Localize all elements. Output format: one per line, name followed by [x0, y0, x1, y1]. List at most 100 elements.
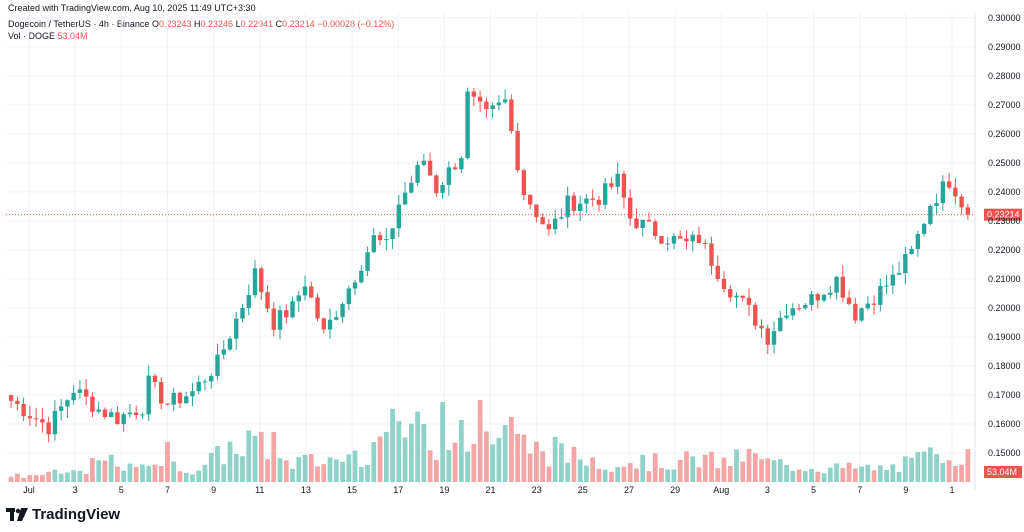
- open-value: 0.23243: [158, 19, 192, 29]
- candle: [327, 308, 333, 339]
- candle-body: [815, 294, 820, 301]
- volume-bar: [252, 435, 258, 482]
- volume-bar: [371, 442, 377, 482]
- volume-bar: [296, 457, 302, 482]
- candle-body: [803, 304, 808, 309]
- candle-body: [52, 410, 58, 435]
- candle: [159, 377, 164, 410]
- candle-body: [690, 234, 695, 242]
- candle-body: [621, 173, 627, 198]
- candle-body: [202, 381, 208, 383]
- candle-body: [496, 102, 502, 106]
- candle: [890, 264, 896, 294]
- volume-bar: [15, 473, 20, 482]
- candle: [552, 209, 558, 235]
- candle-body: [140, 414, 145, 416]
- candle-body: [334, 317, 339, 320]
- candle: [596, 195, 602, 213]
- candle-body: [709, 243, 714, 266]
- candle-body: [759, 325, 764, 329]
- volume-bar: [315, 466, 320, 482]
- volume-value: 53.04M: [57, 31, 88, 41]
- x-tick-label: 3: [765, 485, 770, 495]
- candle: [365, 246, 370, 277]
- candle: [15, 396, 20, 411]
- volume-bar: [915, 452, 921, 482]
- candle-body: [415, 164, 420, 183]
- candle: [302, 275, 308, 301]
- tradingview-brand[interactable]: TradingView: [6, 506, 120, 523]
- volume-bar: [584, 465, 589, 482]
- candle: [790, 303, 795, 320]
- volume-bar: [227, 441, 233, 482]
- x-tick-label: Jul: [23, 485, 35, 495]
- volume-bar: [696, 467, 702, 482]
- candle-body: [509, 99, 514, 131]
- candle: [377, 231, 383, 246]
- change-value: −0.00028 (−0.12%): [317, 19, 395, 29]
- volume-bar: [358, 466, 364, 482]
- candle: [609, 177, 614, 190]
- candle: [402, 182, 408, 205]
- volume-bar: [840, 468, 846, 482]
- candle-body: [315, 297, 320, 319]
- time-axis: Jul 3 5 7 9 11 13 15 17 19 21 23 25 27 29 Aug 3 5 7 9 1: [23, 485, 954, 495]
- candle: [52, 400, 58, 441]
- candle-body: [65, 400, 70, 407]
- candle: [896, 261, 902, 275]
- volume-bar: [396, 421, 402, 482]
- candle-body: [784, 315, 789, 318]
- candle-body: [477, 96, 483, 102]
- candle-body: [740, 295, 745, 298]
- volume-bar: [896, 472, 902, 482]
- y-tick-label: 0.16000: [988, 419, 1021, 429]
- candle-body: [108, 412, 114, 417]
- candle: [884, 275, 889, 295]
- candle-body: [765, 328, 770, 345]
- x-tick-label: 19: [439, 485, 449, 495]
- candle-body: [440, 184, 445, 194]
- grid-lines: [6, 12, 975, 482]
- volume-bar: [509, 417, 514, 482]
- volume-bar: [559, 443, 564, 482]
- candle: [665, 237, 670, 251]
- candle-body: [940, 181, 946, 204]
- candle-body: [871, 303, 877, 305]
- volume-bar: [646, 471, 652, 482]
- candle: [909, 245, 914, 255]
- volume-bar: [534, 441, 539, 482]
- candle: [602, 178, 608, 210]
- candle-body: [721, 278, 727, 290]
- y-tick-label: 0.19000: [988, 332, 1021, 342]
- volume-bar: [577, 459, 583, 482]
- volume-bar: [402, 437, 408, 482]
- candle: [590, 189, 595, 207]
- volume-bar: [871, 470, 877, 482]
- candle: [33, 407, 39, 428]
- candle: [565, 186, 570, 229]
- candle-body: [590, 198, 595, 200]
- candle: [46, 416, 51, 443]
- volume-bar: [390, 408, 395, 482]
- candle: [640, 219, 645, 237]
- volume-bar: [765, 458, 771, 482]
- tradingview-logo-icon: [6, 507, 28, 521]
- candle: [534, 204, 539, 223]
- candle: [540, 213, 545, 225]
- candle: [865, 296, 871, 311]
- candle: [903, 246, 908, 285]
- candle: [171, 387, 176, 412]
- volume-label[interactable]: Vol · DOGE: [8, 31, 56, 41]
- candle-body: [527, 194, 533, 205]
- candle-body: [177, 392, 183, 404]
- volume-bar: [277, 458, 283, 482]
- candle: [259, 266, 264, 301]
- candle-body: [634, 218, 639, 228]
- candle-body: [421, 160, 427, 165]
- candle-body: [427, 160, 433, 176]
- candle-body: [609, 183, 614, 187]
- symbol-title[interactable]: Dogecoin / TetherUS · 4h · Binance: [8, 19, 150, 29]
- candle: [577, 195, 583, 221]
- brand-name: TradingView: [32, 506, 121, 523]
